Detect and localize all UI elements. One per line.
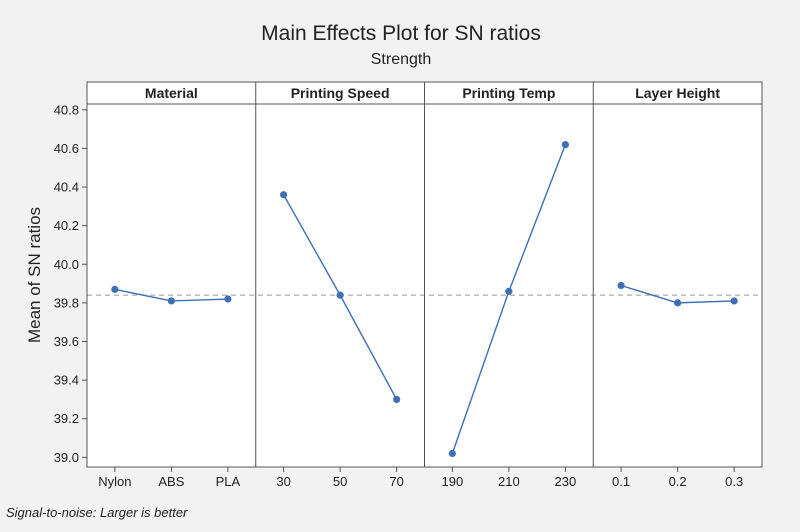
- data-point: [279, 191, 288, 199]
- panel-label: Printing Temp: [462, 85, 555, 101]
- x-tick-label: 30: [276, 474, 290, 489]
- data-point: [674, 299, 682, 307]
- data-point: [336, 291, 344, 299]
- y-tick-label: 40.6: [54, 141, 79, 156]
- chart-subtitle: Strength: [371, 51, 431, 68]
- y-tick-label: 40.0: [54, 257, 79, 272]
- panel-printing-speed: Printing Speed 30 50 70: [276, 85, 404, 489]
- panel-material: Material Nylon ABS PLA: [98, 85, 240, 489]
- x-tick-label: 190: [441, 474, 463, 489]
- y-tick-label: 39.2: [54, 411, 79, 426]
- x-tick-label: 0.2: [669, 474, 687, 489]
- footnote: Signal-to-noise: Larger is better: [6, 505, 188, 520]
- panel-label: Layer Height: [635, 85, 720, 101]
- data-point: [448, 449, 456, 458]
- x-tick-label: 0.1: [612, 474, 630, 489]
- x-tick-label: Nylon: [98, 474, 131, 489]
- data-point: [617, 281, 625, 290]
- data-point: [393, 395, 401, 404]
- panel-layer-height: Layer Height 0.1 0.2 0.3: [612, 85, 743, 489]
- x-tick-label: ABS: [158, 474, 184, 489]
- panel-label: Material: [145, 85, 198, 101]
- panel-printing-temp: Printing Temp 190 210 230: [441, 85, 576, 489]
- data-point: [224, 295, 232, 303]
- y-tick-label: 39.8: [54, 295, 79, 310]
- data-point: [730, 297, 738, 305]
- x-tick-label: 230: [555, 474, 577, 489]
- data-point: [561, 140, 570, 149]
- x-tick-label: 210: [498, 474, 520, 489]
- data-point: [111, 285, 119, 293]
- y-tick-label: 40.8: [54, 102, 79, 117]
- y-tick-label: 39.4: [54, 373, 79, 388]
- y-tick-label: 39.6: [54, 334, 79, 349]
- y-axis-label: Mean of SN ratios: [25, 207, 44, 343]
- data-point: [505, 287, 513, 295]
- y-tick-label: 39.0: [54, 450, 79, 465]
- x-tick-label: 0.3: [725, 474, 743, 489]
- y-tick-label: 40.4: [54, 180, 79, 195]
- x-tick-label: 50: [333, 474, 347, 489]
- plot-frame: [86, 81, 763, 468]
- data-point: [167, 297, 175, 305]
- chart-title: Main Effects Plot for SN ratios: [261, 22, 541, 45]
- y-tick-label: 40.2: [54, 218, 79, 233]
- panel-label: Printing Speed: [291, 85, 390, 101]
- x-tick-label: 70: [389, 474, 403, 489]
- x-tick-label: PLA: [216, 474, 241, 489]
